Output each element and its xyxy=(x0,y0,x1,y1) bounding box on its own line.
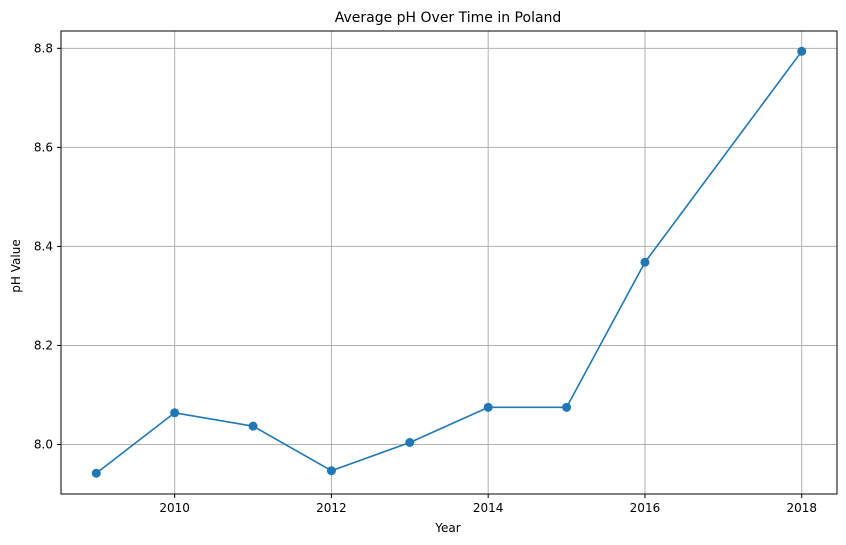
series-line xyxy=(95,50,803,474)
data-series xyxy=(91,46,807,478)
y-tick-label: 8.4 xyxy=(34,239,53,253)
plot-area-frame xyxy=(60,30,838,495)
data-point xyxy=(483,402,493,412)
data-point xyxy=(248,421,258,431)
y-axis-title: pH Value xyxy=(9,239,23,292)
data-point xyxy=(91,468,101,478)
y-tick-label: 8.2 xyxy=(34,338,53,352)
chart-title: Average pH Over Time in Poland xyxy=(335,10,562,26)
data-point xyxy=(326,466,336,476)
x-tick-label: 2014 xyxy=(473,501,504,515)
data-point xyxy=(562,402,572,412)
x-tick-label: 2018 xyxy=(786,501,817,515)
x-tick-label: 2010 xyxy=(159,501,190,515)
x-tick-label: 2016 xyxy=(630,501,661,515)
x-tick-label: 2012 xyxy=(316,501,347,515)
data-point xyxy=(170,408,180,418)
y-tick-label: 8.8 xyxy=(34,41,53,55)
data-point xyxy=(797,46,807,56)
grid-lines xyxy=(61,31,837,494)
y-tick-label: 8.6 xyxy=(34,140,53,154)
y-tick-label: 8.0 xyxy=(34,437,53,451)
axis-ticks: 2010 2012 2014 2016 2018 8.0 8.2 8.4 8.6 8.8 xyxy=(34,41,817,515)
data-point xyxy=(405,438,415,448)
data-point xyxy=(640,257,650,267)
x-axis-title: Year xyxy=(434,521,460,535)
